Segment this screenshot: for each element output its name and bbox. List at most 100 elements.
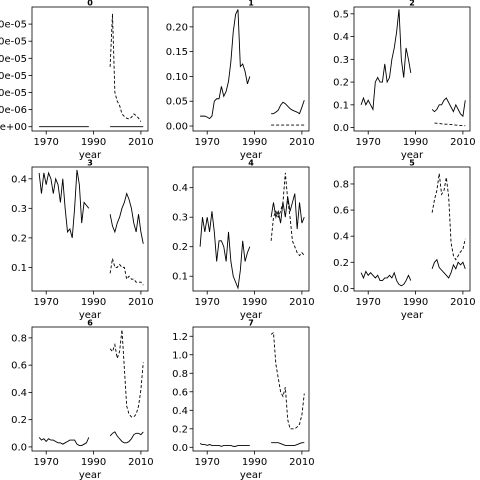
y-tick-label: 0.0 <box>172 443 188 454</box>
x-tick-label: 1970 <box>194 137 219 148</box>
y-tick-label: 0.4 <box>11 388 27 399</box>
x-tick-label: 1970 <box>194 457 219 468</box>
y-tick-label: 0.10 <box>166 72 188 83</box>
panel-1: 1 1970 1990 2010 0.00 0.05 0.10 0.15 0.20 year <box>166 0 315 161</box>
x-axis-label: year <box>79 150 102 161</box>
y-tick-label: 1.2 <box>172 332 188 343</box>
x-tick-label: 2010 <box>450 137 475 148</box>
y-tick-label: 0.0 <box>11 442 27 453</box>
x-axis-label: year <box>401 310 424 321</box>
panel-0: 0 1970 1990 2010 e+00 0e-06 0e-05 0e-05 0e-05 0e-… <box>0 0 154 161</box>
series-line-solid <box>431 258 466 279</box>
panel-frame <box>192 6 310 132</box>
y-tick-label: 0.4 <box>11 174 27 185</box>
panel-5: 5 1970 1990 2010 0.0 0.2 0.4 0.6 0.8 year <box>333 159 476 322</box>
x-tick-label: 1970 <box>355 137 380 148</box>
panel-6: 6 1970 1990 2010 0.0 0.2 0.4 0.6 0.8 year <box>11 319 154 480</box>
panel-7: 7 1970 1990 2010 0.0 0.2 0.4 0.6 0.8 1.0 1.2 year <box>172 319 315 480</box>
x-tick-label: 1990 <box>403 137 428 148</box>
series-line-solid <box>271 100 305 115</box>
y-tick-label: 0.4 <box>333 32 349 43</box>
y-tick-label: 0.4 <box>333 232 349 243</box>
x-tick-label: 1970 <box>33 297 58 308</box>
y-tick-label: 0e-05 <box>0 20 27 31</box>
panel-frame <box>192 166 310 292</box>
x-axis-label: year <box>79 310 102 321</box>
panel-frame <box>31 6 149 132</box>
series-line-solid <box>199 443 250 447</box>
panel-frame <box>31 326 149 452</box>
y-tick-label: 0.2 <box>333 258 349 269</box>
y-tick-label: 0e-05 <box>0 71 27 82</box>
panel-title: 5 <box>409 159 415 168</box>
x-tick-label: 1990 <box>81 457 106 468</box>
x-tick-label: 2010 <box>128 137 153 148</box>
panel-frame <box>353 166 471 292</box>
x-tick-label: 1990 <box>81 137 106 148</box>
series-line-dashed <box>270 172 305 257</box>
x-axis-label: year <box>240 150 263 161</box>
x-tick-label: 2010 <box>128 457 153 468</box>
x-tick-label: 1970 <box>33 137 58 148</box>
y-tick-label: 0.3 <box>11 204 27 215</box>
x-tick-label: 1990 <box>81 297 106 308</box>
x-tick-label: 2010 <box>289 297 314 308</box>
panel-title: 2 <box>409 0 415 8</box>
y-tick-label: 0.2 <box>11 415 27 426</box>
panel-4: 4 1970 1990 2010 0.1 0.2 0.3 0.4 year <box>172 159 315 322</box>
y-tick-label: 0.00 <box>166 122 188 133</box>
panel-title: 1 <box>248 0 254 8</box>
series-line-solid <box>109 192 144 244</box>
y-tick-label: 0.8 <box>11 333 27 344</box>
y-tick-label: 0.4 <box>172 183 188 194</box>
x-axis-label: year <box>240 470 263 480</box>
x-tick-label: 1990 <box>242 457 267 468</box>
y-tick-label: 0.20 <box>166 22 188 33</box>
y-tick-label: 0.1 <box>11 263 27 274</box>
y-tick-label: 0.2 <box>333 78 349 89</box>
y-tick-label: 0.3 <box>172 213 188 224</box>
panel-title: 6 <box>87 319 93 328</box>
y-tick-label: 0.5 <box>333 9 349 20</box>
y-tick-label: 0.8 <box>172 369 188 380</box>
panel-frame <box>192 326 310 452</box>
series-line-solid <box>271 442 305 446</box>
y-tick-label: 0.6 <box>172 387 188 398</box>
panel-3: 3 1970 1990 2010 0.1 0.2 0.3 0.4 year <box>11 159 154 322</box>
series-line-dashed <box>270 331 305 430</box>
y-tick-label: 0.05 <box>166 97 188 108</box>
series-line-dashed <box>431 173 466 261</box>
x-tick-label: 1970 <box>194 297 219 308</box>
x-tick-label: 2010 <box>289 137 314 148</box>
x-axis-label: year <box>79 470 102 480</box>
panel-title: 4 <box>248 159 254 168</box>
y-tick-label: 0.0 <box>333 123 349 134</box>
panel-2: 2 1970 1990 2010 0.0 0.1 0.2 0.3 0.4 0.5 year <box>333 0 476 161</box>
y-tick-label: 0e-05 <box>0 54 27 65</box>
y-tick-label: 1.0 <box>172 350 188 361</box>
series-line-solid <box>38 169 90 238</box>
y-tick-label: 0.3 <box>333 55 349 66</box>
panel-frame <box>31 166 149 292</box>
y-tick-label: 0.8 <box>333 179 349 190</box>
y-tick-label: 0.1 <box>333 100 349 111</box>
series-line-solid <box>360 270 412 287</box>
x-tick-label: 1970 <box>355 297 380 308</box>
series-line-dashed <box>109 258 144 286</box>
x-tick-label: 1970 <box>33 457 58 468</box>
series-line-solid <box>38 437 90 446</box>
series-line-dashed <box>434 122 466 127</box>
series-line-solid <box>431 97 466 118</box>
y-tick-label: 0.0 <box>333 284 349 295</box>
y-tick-label: 0.4 <box>172 406 188 417</box>
y-tick-label: 0.2 <box>11 233 27 244</box>
x-tick-label: 2010 <box>450 297 475 308</box>
y-tick-label: 0.15 <box>166 47 188 58</box>
x-tick-label: 1990 <box>242 137 267 148</box>
x-tick-label: 1990 <box>403 297 428 308</box>
panel-title: 3 <box>87 159 93 168</box>
x-axis-label: year <box>401 150 424 161</box>
y-tick-label: 0e-06 <box>0 105 27 116</box>
x-tick-label: 1990 <box>242 297 267 308</box>
